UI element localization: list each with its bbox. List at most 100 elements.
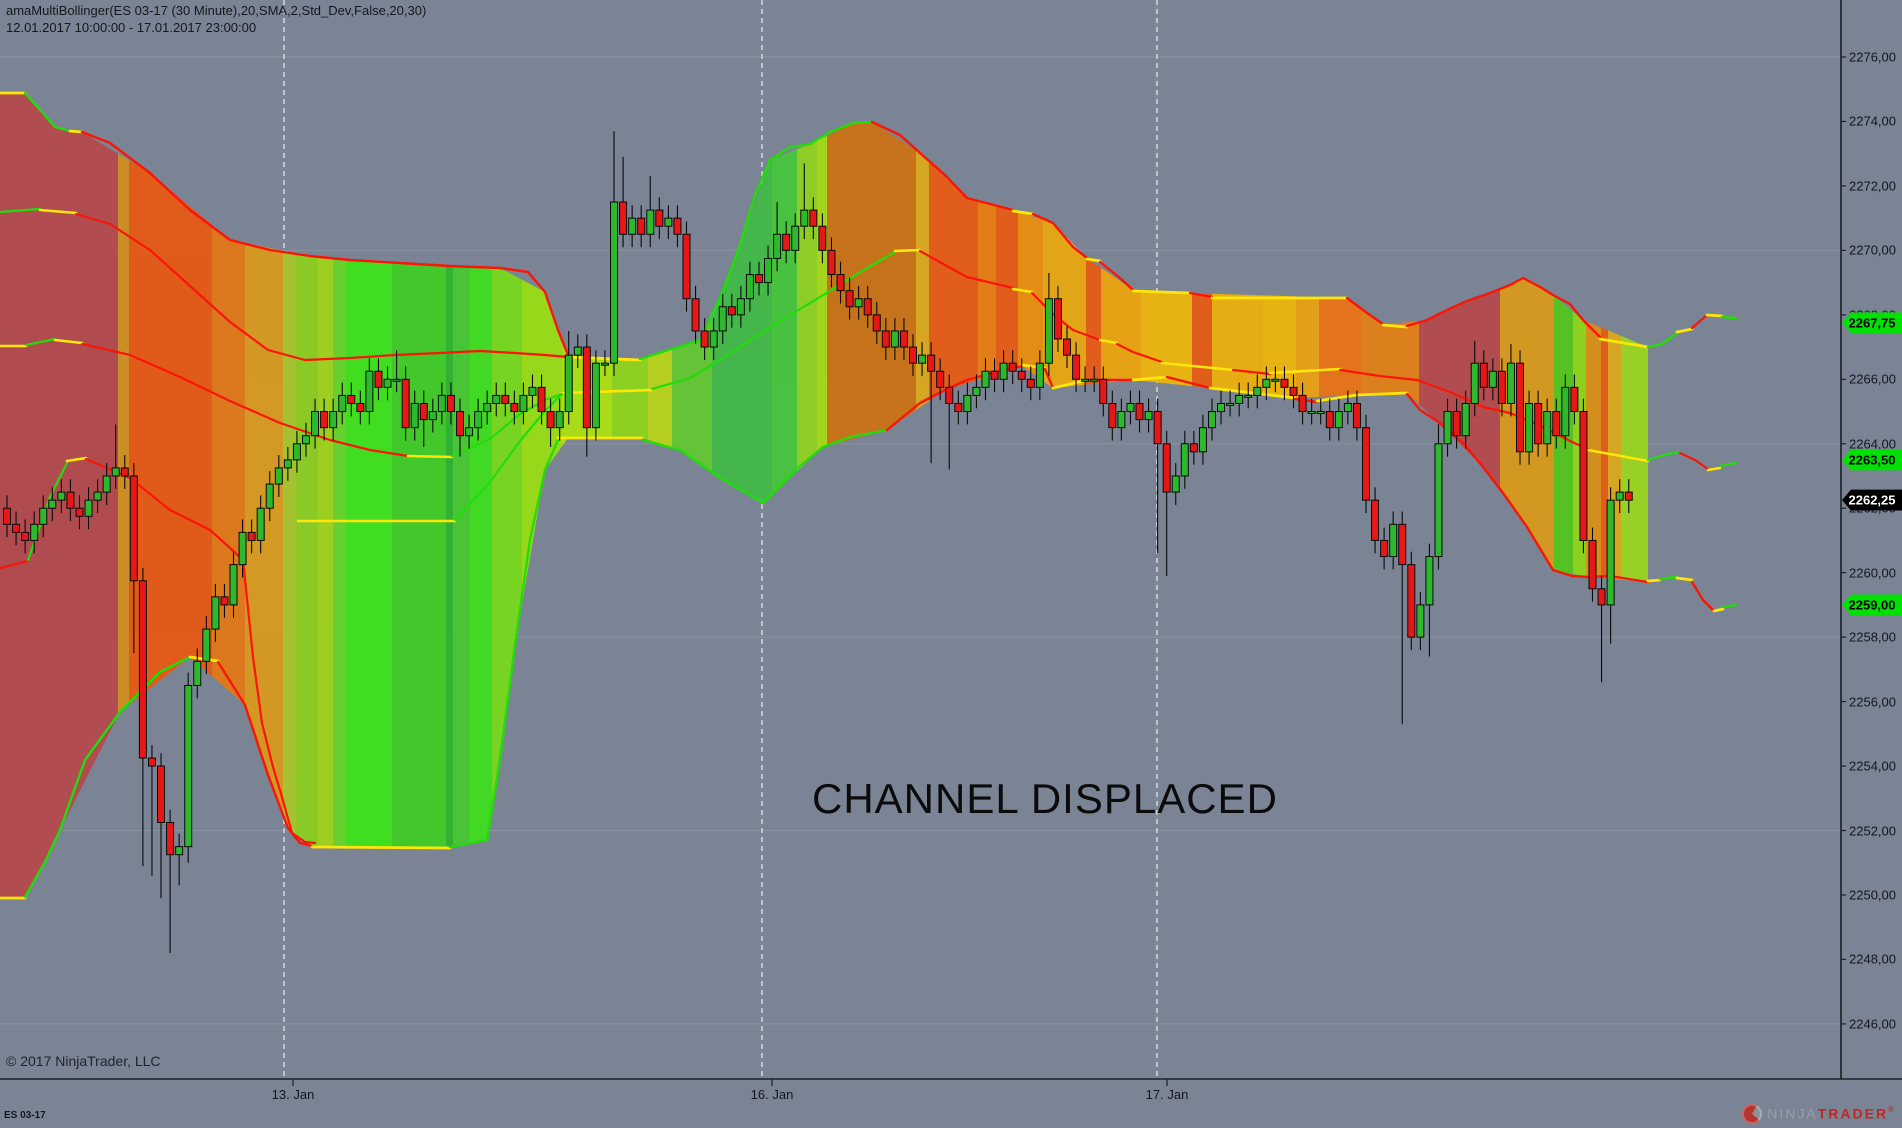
price-axis-label: 2274,00 <box>1849 113 1896 129</box>
candle-body <box>1026 378 1035 388</box>
candle-body <box>1072 354 1081 380</box>
time-axis-label: 13. Jan <box>271 1087 315 1102</box>
chart-watermark-text: CHANNEL DISPLACED <box>812 775 1278 822</box>
candle-body <box>954 402 963 413</box>
candle-body <box>111 467 120 477</box>
candle-body <box>945 386 954 404</box>
candle-body <box>827 249 836 276</box>
candle-body <box>573 346 582 356</box>
candle-body <box>909 346 917 364</box>
instrument-label: ES 03-17 <box>4 1110 46 1121</box>
candle-body <box>492 394 501 404</box>
candlesticks <box>3 131 1633 953</box>
candle-body <box>465 427 474 437</box>
candle-body <box>1624 491 1633 501</box>
band-stripe <box>283 93 296 898</box>
candle-body <box>193 660 202 686</box>
candle-body <box>700 330 709 348</box>
price-axis-label: 2248,00 <box>1849 951 1896 967</box>
logo-text: NINJATRADER® <box>1767 1104 1894 1122</box>
candle-body <box>1615 491 1624 501</box>
candle-body <box>1407 564 1416 638</box>
candle-body <box>664 217 673 227</box>
candle-body <box>456 411 464 437</box>
price-axis-label: 2266,00 <box>1849 371 1896 387</box>
indicator-title: amaMultiBollinger(ES 03-17 (30 Minute),2… <box>6 3 427 18</box>
candle-body <box>311 411 320 437</box>
candle-body <box>501 394 510 404</box>
indicator-price-tag: 2267,75 <box>1842 312 1902 334</box>
candle-body <box>519 394 528 413</box>
candle-body <box>1162 443 1171 493</box>
candle-body <box>936 370 945 388</box>
ninjatrader-logo: NINJATRADER® <box>1742 1104 1894 1124</box>
candle-body <box>392 378 401 382</box>
candle-body <box>1126 402 1135 413</box>
candle-body <box>1606 499 1615 606</box>
candle-body <box>718 306 727 332</box>
candle-body <box>619 201 628 235</box>
candle-body <box>646 209 655 235</box>
candle-body <box>1561 386 1570 437</box>
candle-body <box>1235 394 1244 404</box>
band-stripe <box>1601 93 1608 898</box>
indicator-price-tag: 2263,50 <box>1842 449 1902 471</box>
candle-body <box>1226 402 1235 406</box>
candle-body <box>93 491 102 501</box>
candle-body <box>890 330 899 348</box>
candle-body <box>972 386 981 396</box>
price-axis-label: 2258,00 <box>1849 629 1896 645</box>
price-axis-label: 2260,00 <box>1849 565 1896 581</box>
candle-body <box>854 298 863 308</box>
candle-body <box>1144 411 1153 421</box>
candle-body <box>791 225 800 251</box>
candle-body <box>555 411 564 429</box>
candle-body <box>1380 539 1389 558</box>
price-axis-label: 2256,00 <box>1849 694 1896 710</box>
band-stripe <box>118 93 129 898</box>
candle-body <box>628 217 637 235</box>
candle-body <box>1008 362 1017 372</box>
candle-body <box>211 596 220 630</box>
price-axis-label: 2264,00 <box>1849 436 1896 452</box>
candle-body <box>383 378 392 388</box>
candle-body <box>528 386 537 396</box>
candle-body <box>30 523 39 541</box>
candle-body <box>229 564 238 606</box>
candle-body <box>483 402 492 413</box>
candle-body <box>1525 402 1534 453</box>
candle-body <box>274 467 283 485</box>
price-axis-label: 2246,00 <box>1849 1016 1896 1032</box>
candle-body <box>1488 370 1497 388</box>
price-axis-label: 2254,00 <box>1849 758 1896 774</box>
price-axis-label: 2252,00 <box>1849 823 1896 839</box>
band-line-outer_top <box>0 91 1738 362</box>
candle-body <box>39 507 48 525</box>
band-stripe <box>446 93 453 898</box>
candle-body <box>1389 523 1398 558</box>
copyright-label: © 2017 NinjaTrader, LLC <box>6 1053 161 1069</box>
candle-body <box>637 217 646 235</box>
candle-body <box>1207 411 1216 429</box>
price-axis-label: 2250,00 <box>1849 887 1896 903</box>
candle-body <box>610 201 619 364</box>
candle-body <box>102 475 111 493</box>
candle-body <box>338 394 347 413</box>
candle-body <box>1198 427 1207 453</box>
candle-body <box>673 217 682 235</box>
candle-body <box>301 435 310 445</box>
candle-body <box>745 274 754 300</box>
candle-body <box>1316 411 1325 415</box>
candle-body <box>764 257 773 284</box>
candle-body <box>1506 362 1515 404</box>
band-stripe <box>470 93 492 898</box>
band-line-inner_top <box>0 207 570 362</box>
candle-body <box>709 330 718 348</box>
band-stripe <box>318 93 333 898</box>
candle-body <box>166 821 175 856</box>
candle-body <box>147 757 156 767</box>
candle-body <box>754 274 763 284</box>
candle-body <box>600 362 609 366</box>
candle-body <box>727 306 736 316</box>
